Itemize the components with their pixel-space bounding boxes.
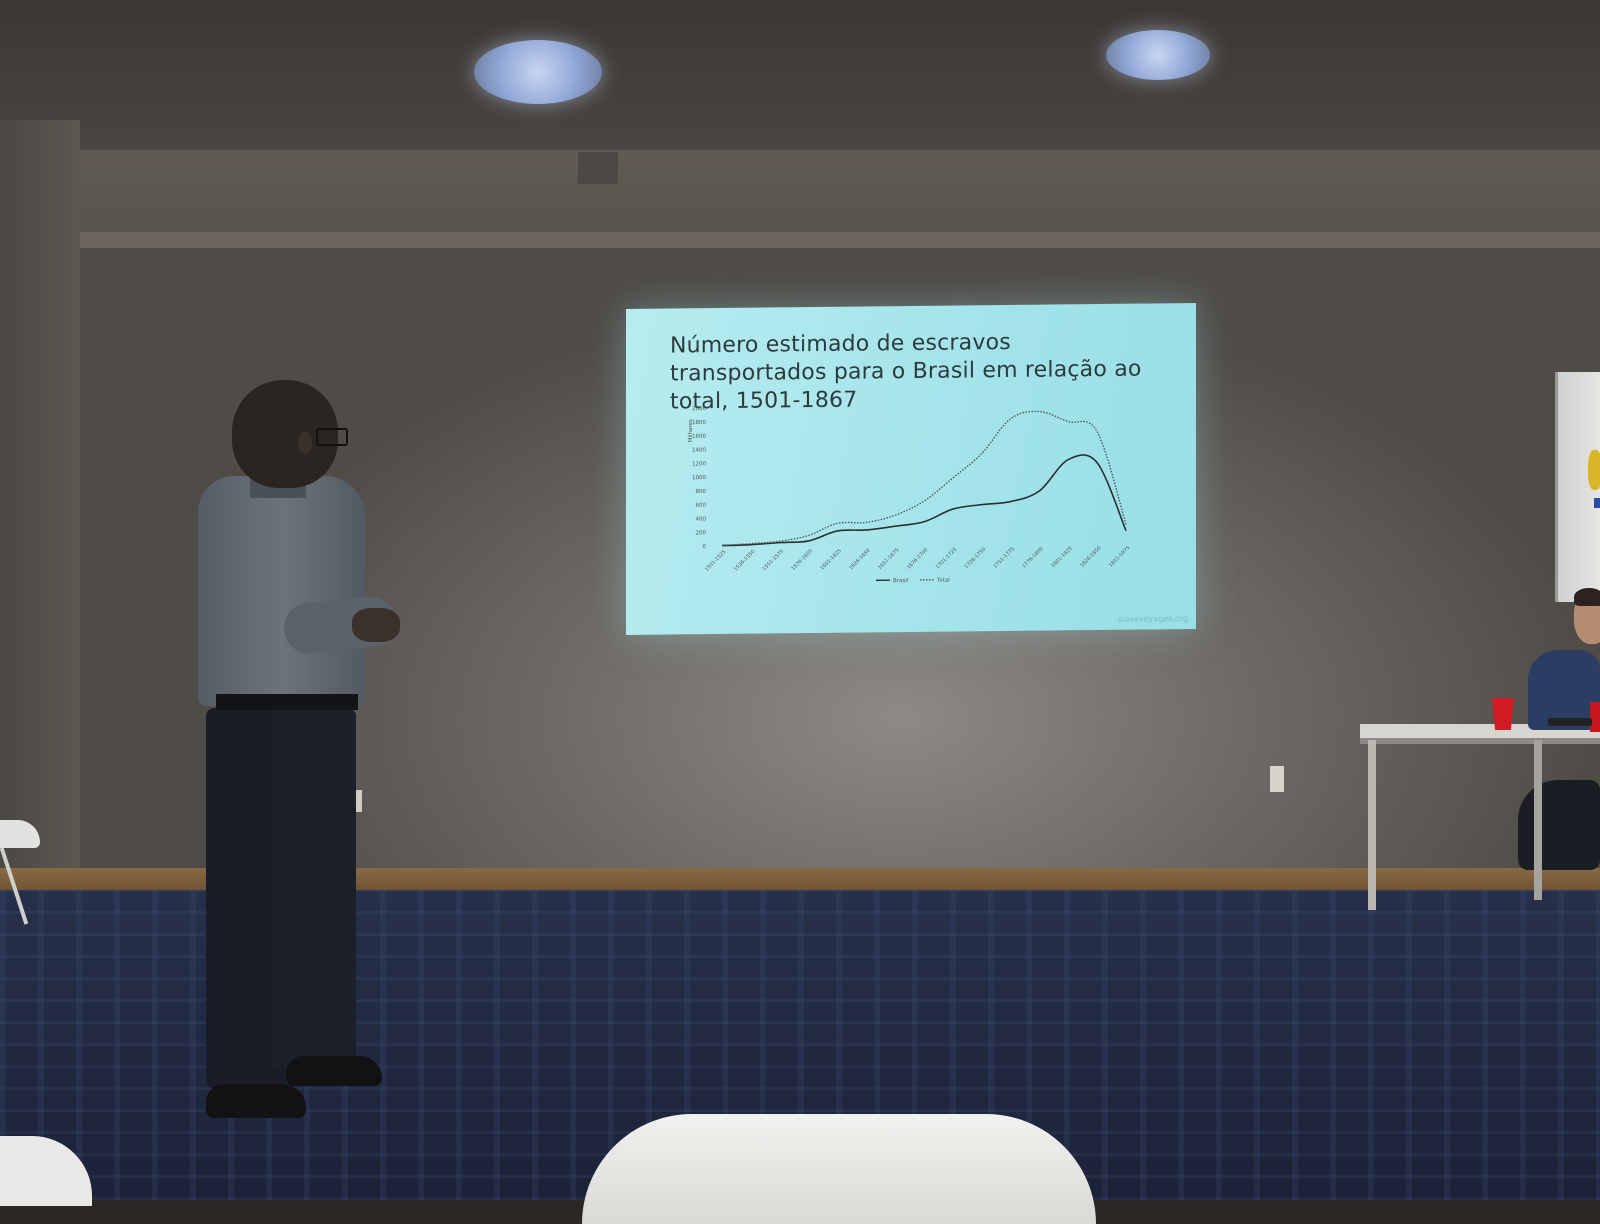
- ceiling-light-right: [1106, 30, 1210, 80]
- red-cup-edge: [1590, 702, 1600, 732]
- y-tick-label: 0: [703, 544, 707, 550]
- soffit-edge: [0, 232, 1600, 248]
- x-tick-label: 1851-1875: [1108, 545, 1132, 569]
- y-tick-label: 1400: [692, 448, 706, 454]
- left-wall: [0, 120, 80, 880]
- seated-person-hair: [1574, 588, 1600, 606]
- y-tick-label: 400: [696, 517, 707, 523]
- presenter-ear: [298, 432, 312, 454]
- x-tick-label: 1826-1850: [1079, 545, 1103, 569]
- presenter-belt: [216, 694, 358, 710]
- slide-watermark: slavevoyages.org: [1118, 614, 1188, 624]
- x-tick-label: 1651-1675: [877, 547, 901, 571]
- flag-emblem: [1588, 450, 1600, 490]
- presenter-leg-right: [272, 708, 356, 1068]
- x-tick-label: 1776-1800: [1021, 546, 1045, 570]
- chair-back-foreground: [582, 1114, 1096, 1224]
- series-line-total: [722, 410, 1126, 545]
- y-tick-label: 1800: [692, 420, 706, 426]
- x-tick-label: 1501-1525: [704, 549, 728, 573]
- x-tick-label: 1801-1825: [1050, 546, 1074, 570]
- ceiling-soffit: [0, 150, 1600, 245]
- legend-label-brasil: Brasil: [893, 578, 909, 584]
- x-tick-label: 1551-1575: [762, 549, 786, 573]
- table-edge: [1360, 738, 1600, 744]
- x-tick-label: 1701-1725: [935, 547, 959, 571]
- slide-chart: 0 200 400 600 800 1000 1200 1400 1600 1800 2000 Mil…: [626, 303, 1196, 635]
- x-tick-label: 1726-1750: [964, 546, 988, 570]
- presenter-shoe-left: [206, 1084, 306, 1118]
- presenter-shoe-right: [286, 1056, 382, 1086]
- presenter-glasses: [316, 428, 348, 446]
- projection-screen: Número estimado de escravos transportado…: [626, 303, 1196, 635]
- presenter-shirt: [198, 476, 366, 706]
- table-leg: [1534, 740, 1542, 900]
- ceiling-light-left: [474, 40, 602, 104]
- wall-outlet-right: [1270, 766, 1284, 792]
- ceiling-vent: [578, 152, 618, 184]
- table-leg: [1368, 740, 1376, 910]
- legend-label-total: Total: [936, 578, 950, 584]
- x-tick-label: 1751-1775: [992, 546, 1016, 570]
- y-tick-label: 2000: [692, 406, 706, 412]
- y-tick-label: 600: [696, 503, 707, 509]
- x-tick-label: 1626-1650: [848, 548, 872, 572]
- red-cup: [1492, 698, 1514, 730]
- y-tick-label: 200: [696, 530, 707, 536]
- x-tick-label: 1576-1600: [790, 548, 814, 572]
- y-axis-label: Milhares: [688, 419, 694, 442]
- y-tick-label: 1600: [692, 434, 706, 440]
- y-tick-label: 1200: [692, 461, 706, 467]
- x-tick-label: 1676-1700: [906, 547, 930, 571]
- seated-person-legs: [1518, 780, 1600, 870]
- x-tick-label: 1601-1625: [819, 548, 843, 572]
- y-tick-label: 800: [696, 489, 707, 495]
- phone-on-table: [1548, 718, 1592, 726]
- x-tick-label: 1526-1550: [733, 549, 757, 573]
- y-tick-label: 1000: [692, 475, 706, 481]
- presenter-hands: [352, 608, 400, 642]
- flag-emblem-blue: [1594, 498, 1600, 508]
- series-line-brasil: [722, 454, 1126, 545]
